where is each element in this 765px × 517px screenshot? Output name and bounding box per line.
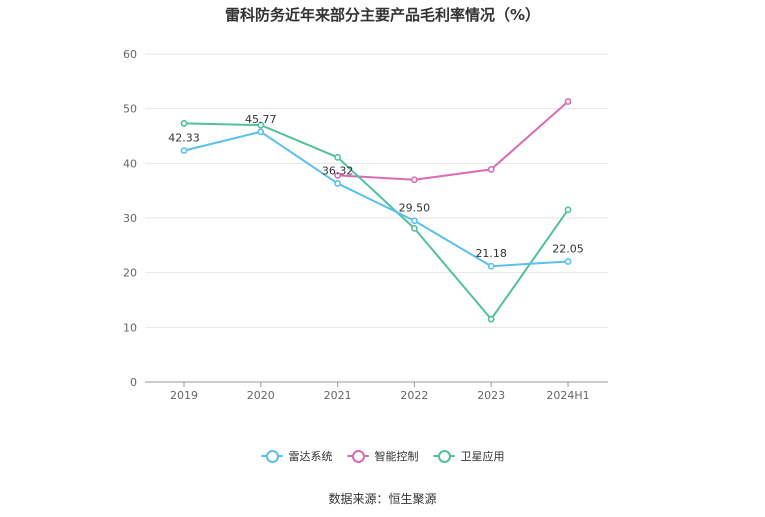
data-point: [410, 176, 418, 184]
data-label: 45.77: [245, 113, 277, 126]
data-point: [564, 258, 572, 265]
data-point: [487, 315, 495, 323]
data-point: [257, 128, 265, 136]
data-point: [334, 153, 341, 161]
data-label: 42.33: [168, 132, 200, 145]
y-tick-label: 40: [123, 157, 137, 170]
y-tick-label: 60: [123, 48, 137, 61]
data-point: [334, 171, 341, 179]
data-point: [410, 224, 418, 232]
y-tick-label: 10: [123, 321, 137, 334]
legend-label: 雷达系统: [288, 450, 333, 463]
data-point: [564, 206, 572, 214]
data-label: 21.18: [475, 247, 507, 260]
data-label: 29.50: [399, 202, 431, 215]
y-tick-label: 50: [123, 103, 137, 116]
legend-swatch: [346, 449, 369, 463]
x-tick-label: 2019: [170, 389, 198, 402]
series-line-0: [183, 130, 569, 268]
x-tick-label: 2023: [477, 389, 505, 402]
data-point: [180, 147, 188, 154]
legend: 雷达系统 智能控制 卫星应用: [0, 448, 765, 464]
y-tick-label: 20: [123, 267, 137, 280]
series-line-2: [183, 122, 569, 321]
legend-item[interactable]: 智能控制: [346, 448, 419, 464]
data-point: [487, 165, 495, 173]
x-tick-label: 2024H1: [546, 389, 589, 402]
y-tick-label: 30: [123, 212, 137, 225]
legend-swatch: [260, 449, 283, 463]
chart-title: 雷科防务近年来部分主要产品毛利率情况（%）: [224, 6, 541, 24]
data-point: [410, 217, 418, 225]
legend-label: 卫星应用: [460, 450, 505, 463]
x-tick-label: 2022: [400, 389, 428, 402]
data-label: 22.05: [552, 242, 584, 255]
data-label: 36.32: [322, 164, 354, 177]
data-point: [334, 180, 341, 187]
series-line-1: [337, 100, 569, 181]
source-note: 数据来源：恒生聚源: [328, 492, 437, 506]
data-point: [487, 262, 495, 270]
legend-label: 智能控制: [374, 450, 419, 463]
legend-item[interactable]: 雷达系统: [260, 448, 333, 464]
data-point: [180, 120, 188, 127]
y-tick-label: 0: [130, 376, 137, 389]
data-point: [257, 121, 265, 129]
x-tick-label: 2020: [247, 389, 275, 402]
legend-item[interactable]: 卫星应用: [432, 448, 505, 464]
data-point: [564, 98, 572, 105]
x-tick-label: 2021: [324, 389, 352, 402]
legend-swatch: [432, 449, 455, 463]
